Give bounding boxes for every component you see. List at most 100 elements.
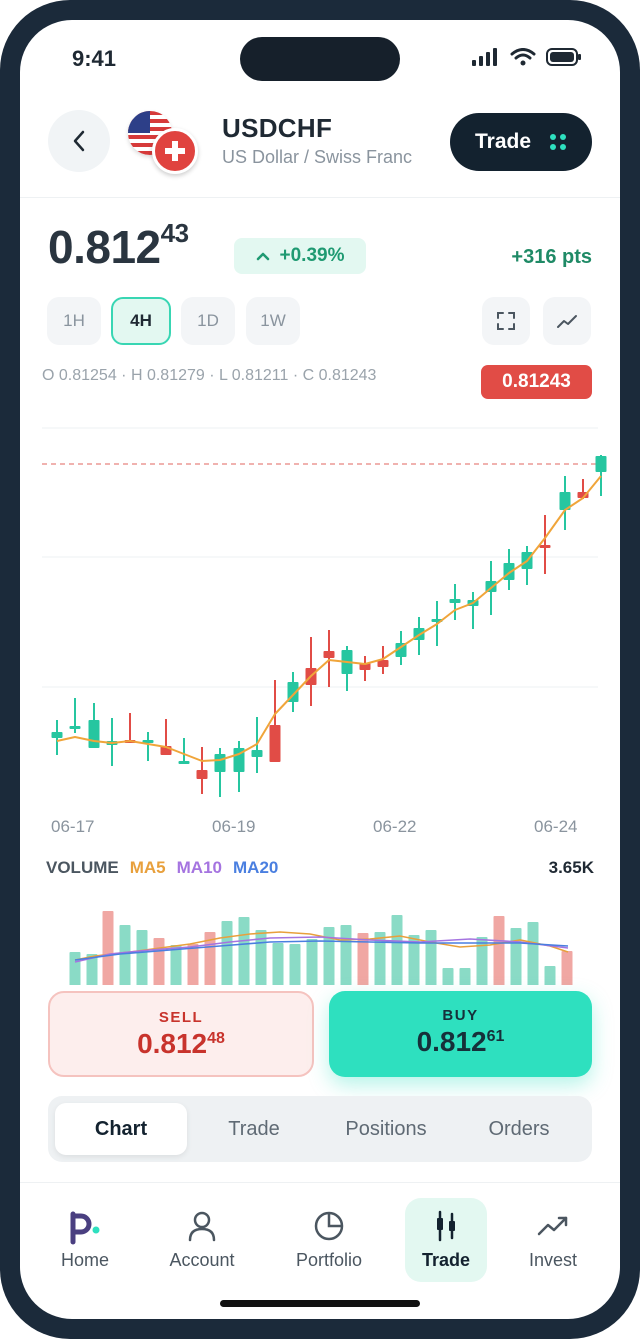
candle-body [196, 770, 208, 779]
volume-bar [306, 939, 318, 985]
date-label: 06-19 [212, 817, 256, 836]
sell-price-main: 0.812 [137, 1028, 208, 1059]
volume-bar [323, 927, 335, 985]
volume-ma20-line [74, 940, 569, 961]
candle-body [323, 651, 335, 658]
sell-button[interactable]: SELL 0.81248 [48, 991, 314, 1077]
home-indicator [220, 1300, 420, 1307]
candlestick-icon [405, 1206, 487, 1246]
candle-body [449, 599, 461, 603]
nav-home[interactable]: Home [44, 1198, 126, 1282]
candle-body [88, 720, 100, 748]
candle-body [377, 660, 389, 667]
volume-bar [102, 911, 114, 985]
volume-bar [459, 968, 471, 985]
moving-average-line [56, 475, 602, 762]
volume-bar [561, 951, 573, 985]
line-chart-icon [557, 315, 577, 328]
date-label: 06-22 [373, 817, 417, 836]
volume-ma20-label: MA20 [233, 858, 279, 877]
nav-trade[interactable]: Trade [405, 1198, 487, 1282]
last-price-tag: 0.81243 [481, 365, 592, 399]
nav-invest[interactable]: Invest [512, 1198, 594, 1282]
change-percent: +0.39% [279, 245, 345, 266]
tab-orders[interactable]: Orders [488, 1117, 550, 1140]
candle-body [142, 740, 154, 743]
nav-label-invest: Invest [528, 1250, 578, 1270]
candle-body [69, 726, 81, 729]
nav-label-trade: Trade [421, 1250, 471, 1270]
date-label: 06-17 [51, 817, 95, 836]
fullscreen-button[interactable] [482, 297, 530, 345]
swiss-flag-icon [152, 128, 198, 174]
volume-value: 3.65K [548, 858, 594, 877]
volume-bar [374, 932, 386, 985]
chevron-up-icon [256, 252, 269, 261]
wifi-icon [510, 48, 536, 66]
pair-symbol: USDCHF [222, 113, 333, 143]
volume-bar [340, 925, 352, 985]
change-badge: +0.39% [234, 238, 366, 274]
volume-bar [544, 966, 556, 985]
candle-body [595, 456, 607, 472]
nav-label-account: Account [169, 1250, 235, 1270]
volume-bar [476, 937, 488, 985]
volume-bar [221, 921, 233, 985]
volume-bar [187, 944, 199, 985]
volume-bar [136, 930, 148, 985]
buy-price: 0.81261 [329, 1026, 592, 1058]
candle-body [251, 750, 263, 757]
buy-label: BUY [442, 1007, 479, 1024]
indicator-button[interactable] [543, 297, 591, 345]
tab-positions[interactable]: Positions [345, 1117, 427, 1140]
back-button[interactable] [48, 110, 110, 172]
nav-portfolio[interactable]: Portfolio [288, 1198, 370, 1282]
person-icon [161, 1206, 243, 1246]
trend-up-icon [512, 1206, 594, 1246]
volume-bar [255, 930, 267, 985]
sell-price: 0.81248 [50, 1028, 312, 1060]
price-main-digits: 0.812 [48, 221, 161, 273]
volume-ma5-label: MA5 [129, 858, 166, 877]
volume-bar [238, 917, 250, 985]
timeframe-1h[interactable]: 1H [47, 297, 101, 345]
nav-label-portfolio: Portfolio [295, 1250, 363, 1270]
tab-chart[interactable]: Chart [55, 1103, 187, 1155]
price-pipette: 43 [160, 218, 189, 248]
volume-bar [493, 916, 505, 985]
buy-button[interactable]: BUY 0.81261 [329, 991, 592, 1077]
status-time: 9:41 [72, 46, 117, 71]
volume-bar [510, 928, 522, 985]
trade-header-button[interactable]: Trade [450, 113, 592, 171]
timeframe-4h[interactable]: 4H [111, 297, 171, 345]
buy-price-pipette: 61 [486, 1028, 505, 1045]
candle-body [395, 643, 407, 657]
header-divider [20, 197, 620, 198]
pair-name: US Dollar / Swiss Franc [222, 147, 413, 167]
trade-header-label: Trade [474, 130, 532, 153]
candle-body [214, 754, 226, 772]
volume-bar [272, 943, 284, 985]
sell-label: SELL [158, 1009, 204, 1026]
screen: 9:41 [20, 20, 620, 1319]
pie-chart-icon [288, 1206, 370, 1246]
candle-body [178, 761, 190, 764]
volume-legend: VOLUME MA5 MA10 MA20 [46, 858, 278, 878]
candle-body [51, 732, 63, 738]
status-icons [472, 48, 582, 66]
tab-trade[interactable]: Trade [228, 1117, 280, 1140]
nav-account[interactable]: Account [161, 1198, 243, 1282]
battery-icon [546, 48, 581, 66]
candle-body [269, 725, 281, 762]
timeframe-1w[interactable]: 1W [246, 297, 300, 345]
candlestick-chart[interactable] [20, 410, 620, 810]
nav-divider [20, 1182, 620, 1183]
chevron-left-icon [73, 130, 85, 152]
timeframe-1d[interactable]: 1D [181, 297, 235, 345]
brand-p-icon [44, 1206, 126, 1246]
candle-body [359, 663, 371, 670]
volume-ma10-label: MA10 [176, 858, 222, 877]
candle-body [539, 545, 551, 548]
volume-bar [357, 933, 369, 985]
